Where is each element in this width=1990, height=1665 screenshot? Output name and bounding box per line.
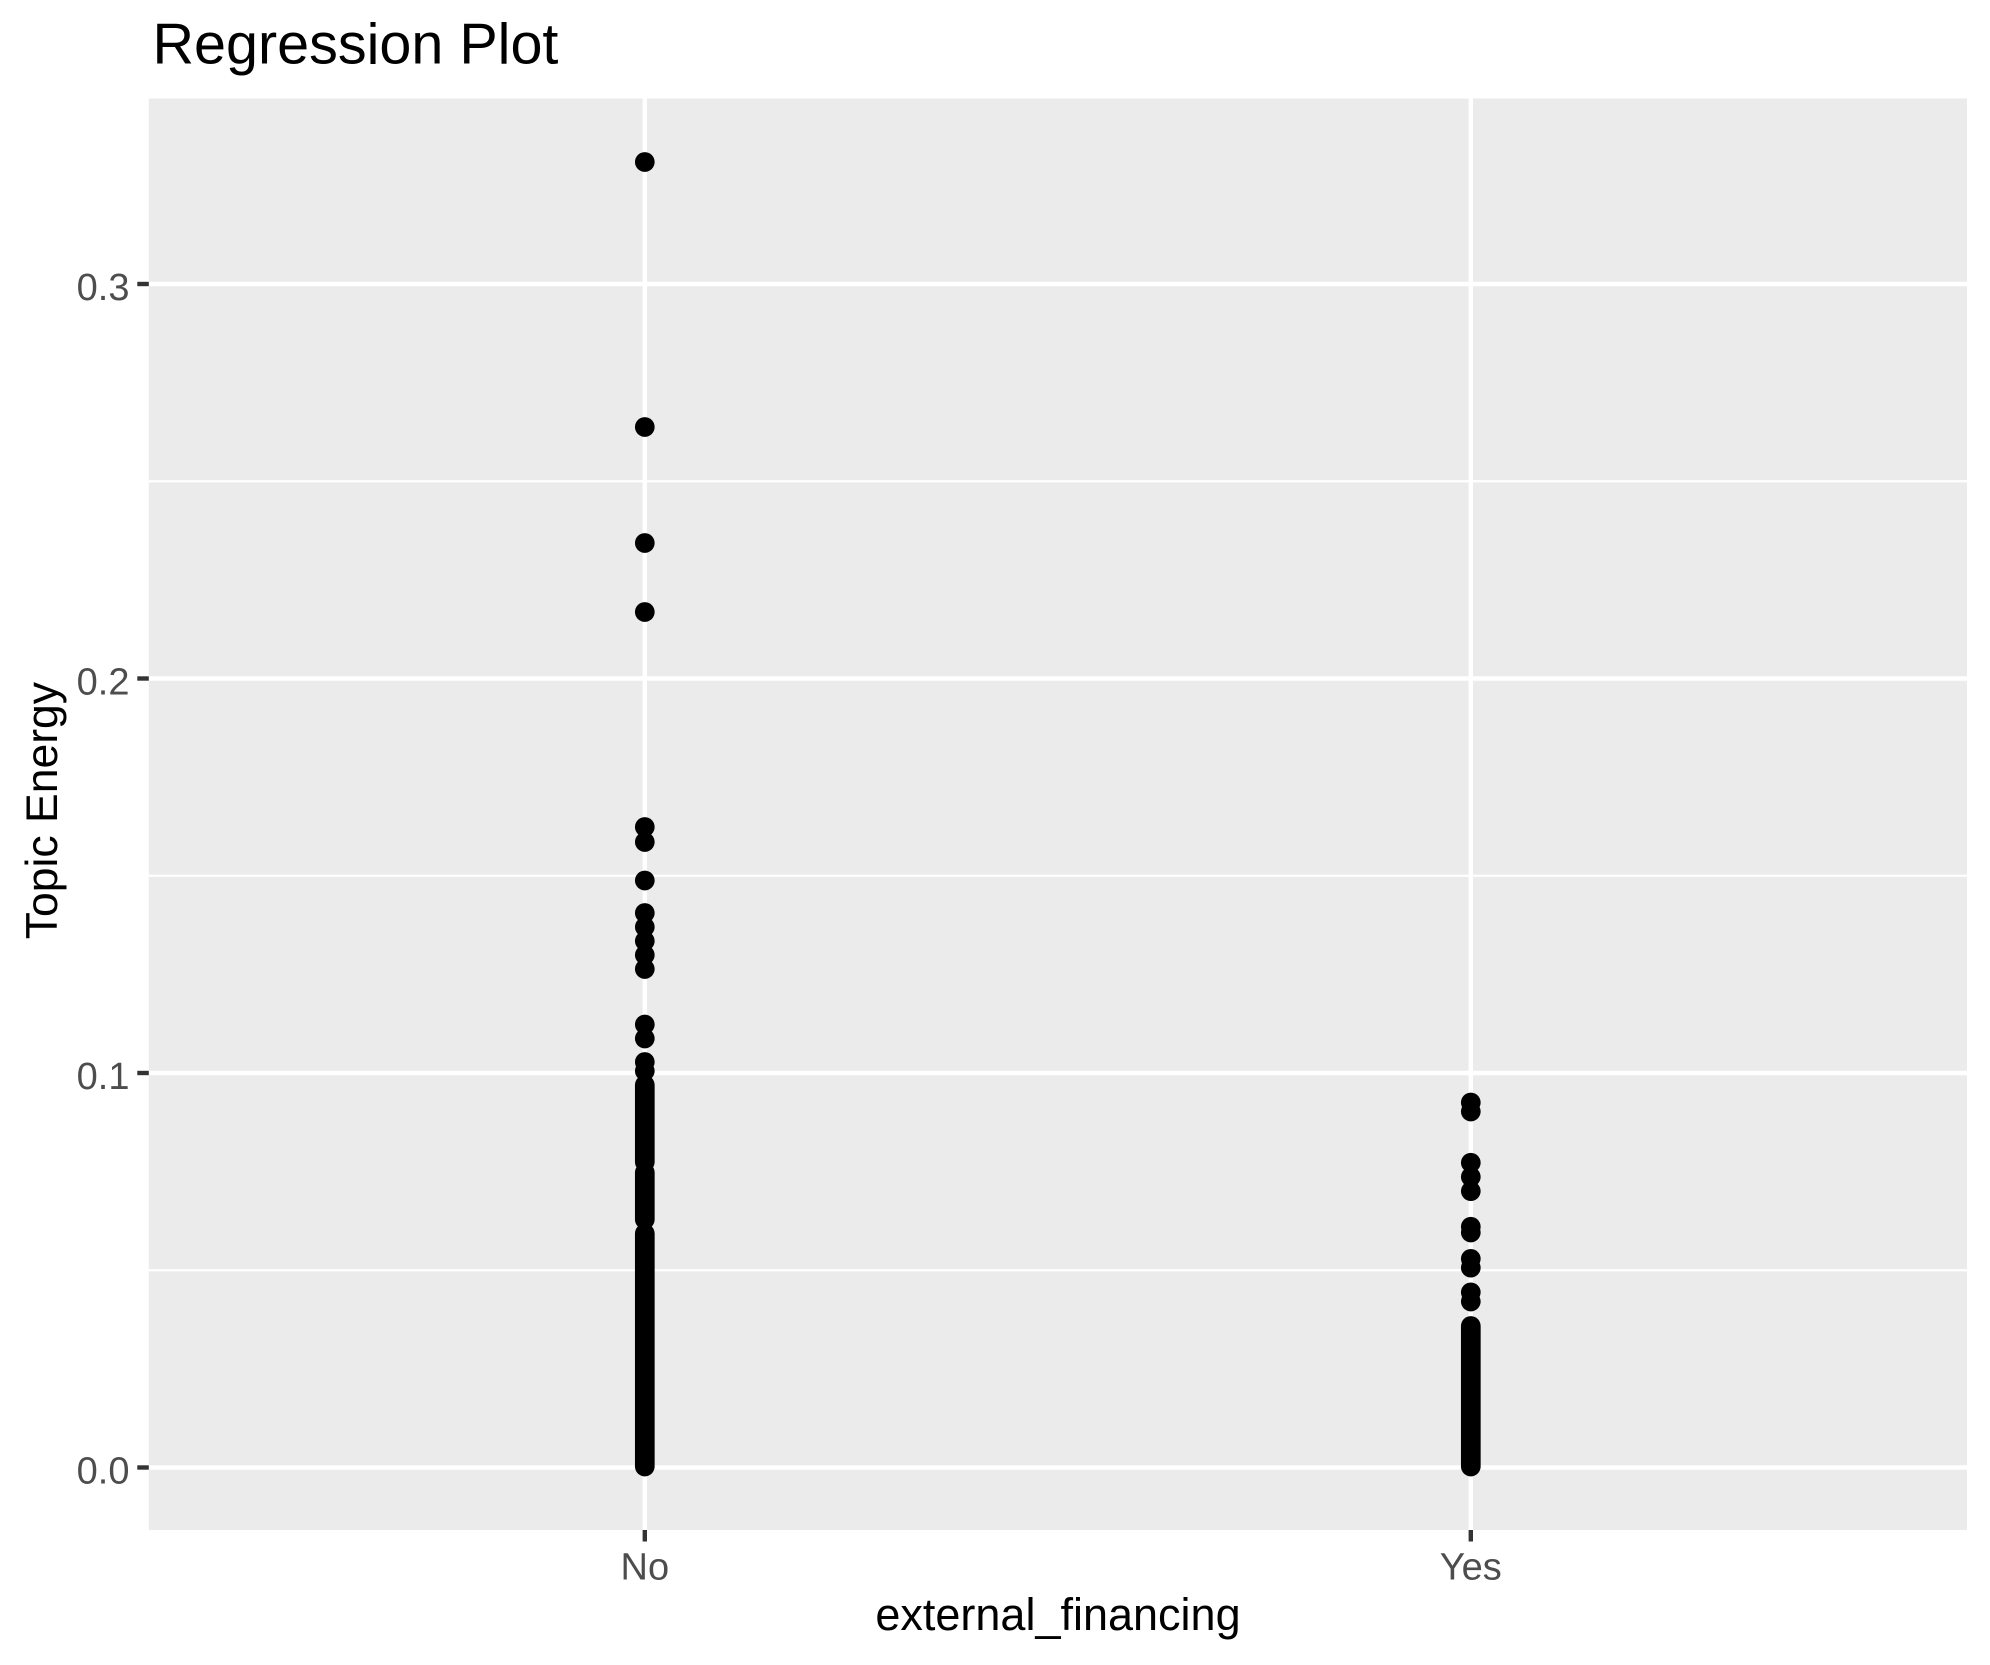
svg-text:Yes: Yes: [1440, 1546, 1502, 1588]
svg-text:0.2: 0.2: [77, 661, 130, 703]
svg-text:0.1: 0.1: [77, 1056, 130, 1098]
svg-text:No: No: [621, 1546, 670, 1588]
svg-text:Regression Plot: Regression Plot: [153, 13, 559, 77]
svg-text:Topic Energy: Topic Energy: [18, 681, 67, 939]
svg-text:external_financing: external_financing: [875, 1589, 1240, 1640]
svg-text:0.0: 0.0: [77, 1450, 130, 1492]
svg-text:0.3: 0.3: [77, 267, 130, 309]
